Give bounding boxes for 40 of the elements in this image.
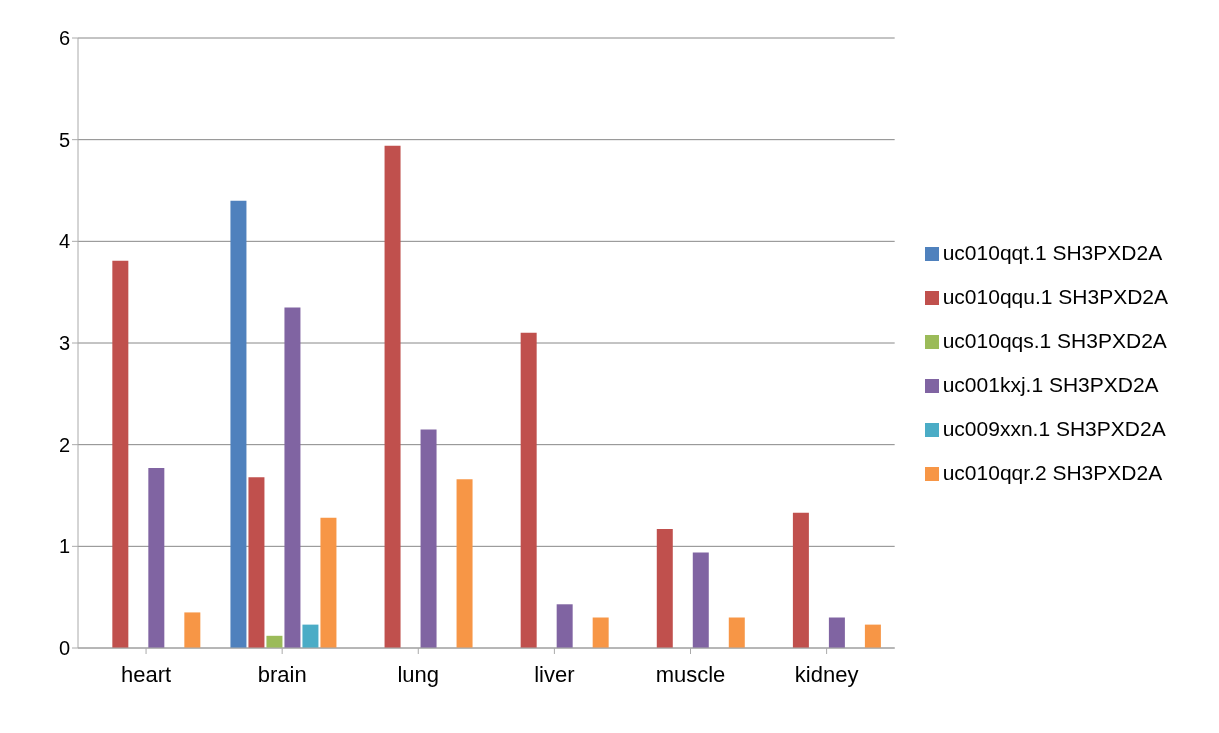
y-tick-label: 1 (58, 535, 70, 558)
y-tick-label: 0 (58, 637, 70, 660)
bar (556, 604, 573, 648)
y-tick-label: 4 (58, 230, 70, 253)
bar (828, 617, 845, 648)
bar (184, 612, 201, 648)
y-tick-label: 6 (58, 27, 70, 50)
bar (284, 307, 301, 648)
legend-label: uc010qqs.1 SH3PXD2A (942, 329, 1167, 352)
x-tick-label: lung (397, 661, 440, 687)
x-tick-label: kidney (794, 661, 859, 687)
x-tick-label: muscle (655, 661, 726, 687)
bar (456, 479, 473, 648)
bar (692, 552, 709, 648)
bar (384, 145, 401, 648)
bar (266, 635, 283, 648)
bar (420, 429, 437, 648)
bar (320, 517, 337, 648)
legend-label: uc010qqr.2 SH3PXD2A (942, 461, 1163, 484)
y-tick-label: 5 (58, 128, 70, 151)
legend-label: uc010qqt.1 SH3PXD2A (942, 241, 1163, 264)
bar (148, 468, 165, 648)
legend-label: uc009xxn.1 SH3PXD2A (942, 417, 1166, 440)
y-tick-label: 3 (58, 332, 70, 355)
legend-label: uc010qqu.1 SH3PXD2A (942, 285, 1168, 308)
bar (230, 200, 247, 648)
x-tick-label: brain (257, 661, 307, 687)
bar (112, 260, 129, 648)
x-tick-label: liver (534, 661, 575, 687)
bar (728, 617, 745, 648)
x-tick-label: heart (120, 661, 172, 687)
bar (520, 332, 537, 648)
bar (248, 477, 265, 648)
legend-label: uc001kxj.1 SH3PXD2A (942, 373, 1159, 396)
bar (656, 529, 673, 648)
bar (592, 617, 609, 648)
y-tick-label: 2 (58, 433, 70, 456)
bar (792, 512, 809, 648)
bar (864, 624, 881, 648)
bar (302, 624, 319, 648)
